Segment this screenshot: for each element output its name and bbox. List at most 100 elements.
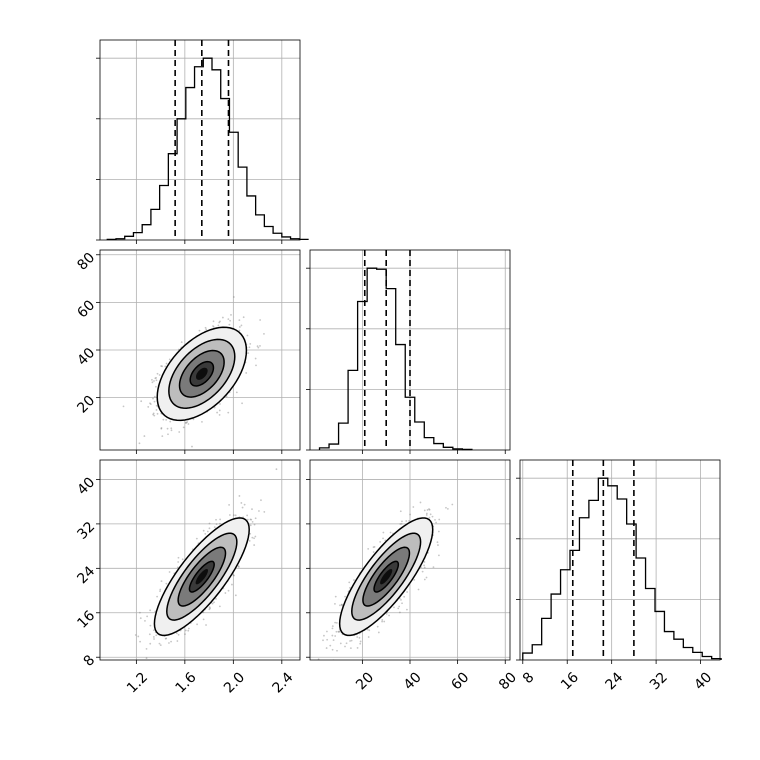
p2-vs-p0-sample-point (218, 605, 221, 608)
p2-vs-p0-sample-point (208, 608, 211, 611)
p2-vs-p0-contour-3 (153, 517, 250, 637)
p2-vs-p1-sample-point (337, 630, 340, 633)
p1-vs-p0-sample-point (187, 423, 190, 425)
p2-vs-p1-sample-point (423, 578, 426, 581)
p2-vs-p1-sample-point (359, 642, 362, 645)
p2-vs-p0-sample-point (165, 582, 168, 585)
p2-vs-p0-sample-point (260, 499, 262, 502)
p2-vs-p0-contour-0 (188, 560, 215, 593)
p1-vs-p0-sample-point (221, 316, 224, 319)
p1-vs-p0-sample-point (149, 403, 152, 406)
p2-vs-p1-sample-point (344, 595, 347, 598)
p2-vs-p0-sample-point (155, 634, 158, 637)
p2-vs-p1-sample-point (334, 602, 336, 605)
p1-vs-p0-sample-point (182, 426, 185, 429)
p2-vs-p0-sample-point (153, 638, 155, 640)
p1-vs-p0-sample-point (153, 400, 156, 403)
p1-vs-p0-sample-point (227, 411, 230, 414)
p2-vs-p0-sample-point (149, 624, 152, 627)
hist-p0-histogram-step (106, 57, 309, 241)
p2-vs-p0-sample-point (241, 506, 244, 509)
p2-vs-p1-sample-point (445, 506, 447, 509)
p2-vs-p1-sample-point (382, 531, 385, 534)
p1-vs-p0-sample-point (230, 314, 232, 316)
p2-vs-p0-sample-point (205, 624, 207, 626)
p2-vs-p0-sample-point (224, 592, 227, 594)
p2-vs-p1-sample-point (423, 561, 426, 563)
p2-vs-p0-sample-point (251, 536, 254, 539)
p1-vs-p0-sample-point (166, 427, 169, 430)
p2-vs-p1-sample-point (339, 604, 341, 607)
p2-vs-p0-sample-point (213, 526, 216, 529)
p1-vs-p0-sample-point (201, 421, 203, 423)
p2-vs-p1-sample-point (413, 578, 416, 581)
p1-vs-p0-sample-point (191, 445, 193, 448)
p1-vs-p0-contour-1 (178, 349, 225, 398)
p2-vs-p0-sample-point (253, 537, 255, 540)
p2-vs-p1-sample-point (409, 513, 411, 516)
p2-vs-p1-sample-point (383, 620, 386, 623)
p2-vs-p0-sample-point (250, 518, 253, 521)
p1-vs-p0-sample-point (178, 431, 181, 433)
p2-vs-p0-sample-point (215, 523, 218, 526)
p2-vs-p1-sample-point (329, 644, 332, 647)
p2-vs-p1-sample-point (367, 547, 370, 550)
p2-vs-p1-sample-point (338, 630, 341, 633)
p1-vs-p0-sample-point (212, 325, 215, 328)
p2-vs-p0-sample-point (237, 565, 240, 567)
p1-vs-p0-sample-point (198, 329, 201, 332)
p2-vs-p1-sample-point (389, 531, 392, 534)
p2-vs-p0-sample-point (254, 517, 257, 520)
p2-vs-p0-sample-point (202, 611, 205, 614)
p1-vs-p0-sample-point (217, 324, 220, 327)
p1-vs-p0-sample-point (165, 418, 168, 421)
p2-vs-p1-sample-point (381, 620, 384, 623)
p2-vs-p1-sample-point (435, 521, 438, 524)
p1-vs-p0-sample-point (240, 324, 243, 327)
p2-vs-p0-sample-point (258, 510, 260, 512)
p2-vs-p1-sample-point (429, 513, 432, 516)
p2-vs-p1-sample-point (434, 518, 436, 521)
p2-vs-p1-sample-point (376, 625, 379, 628)
p1-vs-p0-sample-point (152, 412, 155, 415)
p1-vs-p0-sample-point (160, 427, 163, 430)
p1-vs-p0-sample-point (192, 418, 195, 421)
p1-vs-p0-sample-point (147, 406, 150, 408)
p2-vs-p1-sample-point (335, 630, 338, 633)
p1-vs-p0-sample-point (155, 404, 158, 407)
p2-vs-p0-sample-point (177, 633, 180, 636)
p2-vs-p0-sample-point (145, 648, 148, 650)
p2-vs-p1-sample-point (323, 634, 325, 637)
p2-vs-p1-sample-point (331, 634, 334, 637)
p2-vs-p0-sample-point (165, 637, 168, 640)
p2-vs-p0-sample-point (208, 527, 211, 530)
p2-vs-p1-sample-point (372, 551, 375, 553)
p2-vs-p0-sample-point (240, 502, 243, 504)
p2-vs-p0-sample-point (145, 657, 148, 660)
p2-vs-p0-sample-point (146, 615, 149, 618)
p2-vs-p0-sample-point (187, 627, 190, 630)
p1-vs-p0-sample-point (169, 420, 172, 423)
p1-vs-p0-sample-point (151, 381, 154, 384)
p2-vs-p1-sample-point (373, 545, 376, 548)
p1-vs-p0-sample-point (162, 418, 165, 421)
p2-vs-p1-sample-point (331, 625, 334, 628)
p2-vs-p0-sample-point (253, 523, 256, 526)
p2-vs-p1-sample-point (345, 642, 348, 645)
p2-vs-p1-sample-point (339, 642, 342, 645)
p2-vs-p1-sample-point (377, 631, 380, 634)
p2-vs-p1-sample-point (334, 595, 337, 598)
p1-vs-p0-sample-point (227, 318, 230, 320)
p2-vs-p1-sample-point (451, 503, 454, 506)
p1-vs-p0-sample-point (259, 319, 262, 321)
p1-vs-p0-sample-point (158, 374, 161, 376)
p2-vs-p1-sample-point (406, 608, 408, 611)
p1-vs-p0-sample-point (238, 329, 241, 332)
p2-vs-p1-sample-point (438, 518, 441, 521)
p1-vs-p0-sample-point (219, 403, 221, 405)
p2-vs-p1-sample-point (419, 501, 422, 504)
p2-vs-p0-sample-point (138, 611, 141, 614)
p2-vs-p0-sample-point (159, 644, 162, 646)
p2-vs-p0-sample-point (208, 606, 211, 609)
